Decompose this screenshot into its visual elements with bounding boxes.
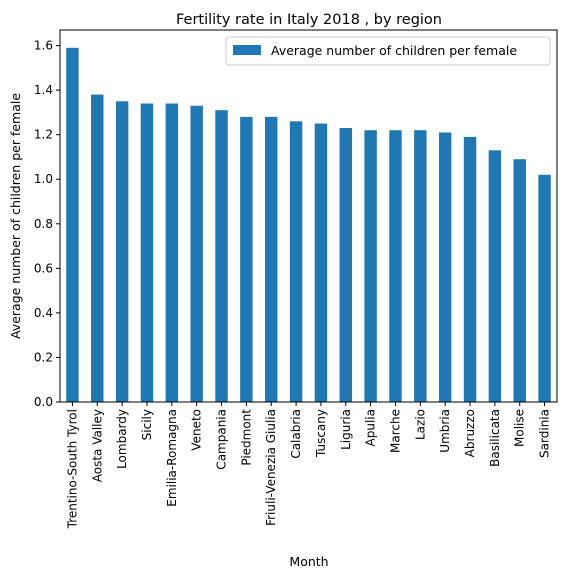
x-tick-label: Molise — [513, 409, 527, 447]
legend-box — [225, 36, 551, 66]
bar — [513, 159, 526, 402]
bar — [314, 123, 328, 402]
y-tick-label: 1.4 — [34, 83, 53, 97]
y-tick-label: 0.0 — [34, 395, 53, 409]
x-tick-label: Trentino-South Tyrol — [65, 409, 79, 529]
legend-label: Average number of children per female — [271, 43, 517, 58]
x-tick-label: Sicily — [140, 409, 154, 440]
bar — [538, 174, 551, 402]
bar — [488, 150, 502, 402]
x-tick-label: Emilia-Romagna — [165, 409, 179, 507]
x-tick-label: Aosta Valley — [90, 409, 104, 482]
x-tick-label: Umbria — [438, 409, 452, 453]
x-tick-label: Lombardy — [115, 409, 129, 469]
bar — [66, 47, 79, 402]
x-tick-label: Friuli-Venezia Giulia — [264, 409, 278, 526]
y-tick-label: 0.2 — [34, 350, 53, 364]
y-tick-label: 0.8 — [34, 217, 53, 231]
y-tick-label: 1.0 — [34, 172, 53, 186]
y-axis-label: Average number of children per female — [8, 93, 23, 339]
x-tick-label: Veneto — [190, 409, 204, 451]
bar — [364, 130, 377, 403]
bar — [438, 132, 452, 402]
bar — [389, 130, 402, 403]
x-tick-label: Campania — [215, 409, 229, 470]
x-tick-label: Tuscany — [314, 409, 328, 458]
x-tick-label: Abruzzo — [463, 409, 477, 457]
bar — [190, 105, 203, 403]
x-tick-label: Liguria — [339, 409, 353, 450]
x-axis-label: Month — [289, 554, 328, 569]
y-tick-label: 0.4 — [34, 306, 53, 320]
chart-title: Fertility rate in Italy 2018 , by region — [176, 12, 442, 28]
legend: Average number of children per female — [225, 36, 551, 66]
bar — [463, 136, 477, 402]
x-tick-label: Marche — [388, 409, 402, 453]
bar — [215, 110, 228, 402]
y-tick-label: 0.6 — [34, 261, 53, 275]
bar — [165, 103, 179, 403]
bar — [414, 130, 427, 403]
bar — [240, 116, 253, 402]
bar — [115, 101, 129, 403]
plot-frame — [59, 29, 558, 403]
legend-swatch — [233, 45, 261, 55]
x-tick-label: Apulia — [364, 409, 378, 446]
x-tick-label: Piedmont — [239, 409, 253, 466]
x-tick-label: Basilicata — [488, 409, 502, 467]
x-tick-label: Lazio — [413, 409, 427, 440]
bar — [289, 121, 303, 402]
y-tick-label: 1.6 — [34, 39, 53, 53]
x-tick-label: Sardinia — [538, 409, 552, 458]
bar — [339, 128, 352, 403]
bar — [265, 116, 278, 402]
x-tick-label: Calabria — [289, 409, 303, 459]
bar — [91, 94, 104, 402]
y-tick-label: 1.2 — [34, 128, 53, 142]
bar — [140, 103, 154, 403]
